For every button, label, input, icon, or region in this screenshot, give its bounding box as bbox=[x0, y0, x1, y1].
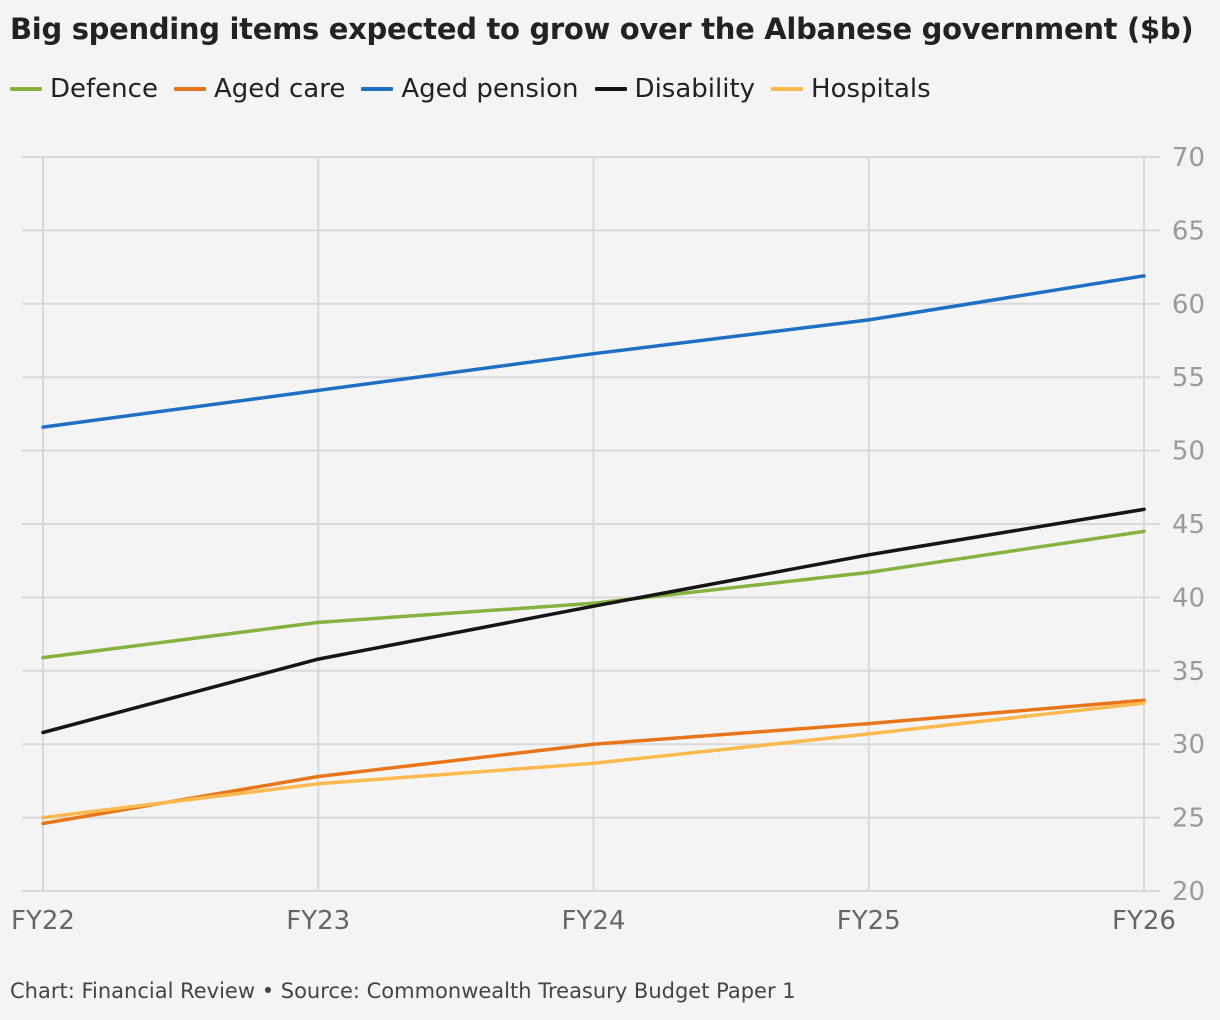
x-tick-label: FY23 bbox=[286, 906, 350, 936]
legend-label-aged-care: Aged care bbox=[213, 74, 346, 104]
legend-swatch-defence bbox=[10, 87, 42, 91]
legend-swatch-disability bbox=[594, 87, 627, 91]
x-tick-label: FY24 bbox=[562, 906, 626, 936]
legend-item-aged-care: Aged care bbox=[173, 74, 346, 104]
chart-footer: Chart: Financial Review • Source: Common… bbox=[10, 979, 796, 1003]
legend-swatch-aged-pension bbox=[361, 87, 394, 91]
y-tick-label: 30 bbox=[1172, 730, 1205, 760]
legend-item-defence: Defence bbox=[10, 74, 158, 104]
legend-item-disability: Disability bbox=[594, 74, 756, 104]
series-line-disability bbox=[41, 507, 1146, 735]
y-tick-label: 20 bbox=[1172, 877, 1205, 907]
y-tick-label: 45 bbox=[1172, 510, 1205, 540]
y-tick-label: 50 bbox=[1172, 437, 1205, 467]
legend-label-defence: Defence bbox=[50, 74, 158, 104]
legend-label-hospitals: Hospitals bbox=[811, 74, 931, 104]
y-tick-label: 65 bbox=[1172, 216, 1205, 246]
legend-item-aged-pension: Aged pension bbox=[361, 74, 579, 104]
y-tick-label: 40 bbox=[1172, 583, 1205, 613]
legend-item-hospitals: Hospitals bbox=[771, 74, 931, 104]
legend-label-disability: Disability bbox=[634, 74, 756, 104]
y-tick-label: 35 bbox=[1172, 657, 1205, 687]
series-line-hospitals bbox=[41, 701, 1146, 820]
series-line-defence bbox=[41, 529, 1146, 660]
legend: Defence Aged care Aged pension Disabilit… bbox=[10, 74, 947, 104]
legend-swatch-aged-care bbox=[173, 87, 206, 91]
y-tick-label: 60 bbox=[1172, 290, 1205, 320]
legend-label-aged-pension: Aged pension bbox=[401, 74, 579, 104]
x-tick-label: FY22 bbox=[11, 906, 75, 936]
x-tick-label: FY26 bbox=[1112, 906, 1176, 936]
series-line-aged-pension bbox=[41, 274, 1146, 429]
y-tick-label: 70 bbox=[1172, 143, 1205, 173]
x-tick-label: FY25 bbox=[837, 906, 901, 936]
chart-title: Big spending items expected to grow over… bbox=[10, 12, 1194, 46]
legend-swatch-hospitals bbox=[771, 87, 804, 91]
y-tick-label: 25 bbox=[1172, 804, 1205, 834]
y-tick-label: 55 bbox=[1172, 363, 1205, 393]
series-line-aged-care bbox=[41, 698, 1146, 826]
axis-labels: 20 25 30 35 40 45 50 55 60 65 70 FY22 FY23 FY24 FY25 FY… bbox=[11, 143, 1205, 936]
line-chart: 20 25 30 35 40 45 50 55 60 65 70 FY22 FY23 FY24 FY25 FY… bbox=[11, 143, 1205, 936]
series-lines bbox=[41, 274, 1146, 826]
gridlines bbox=[22, 156, 1160, 892]
